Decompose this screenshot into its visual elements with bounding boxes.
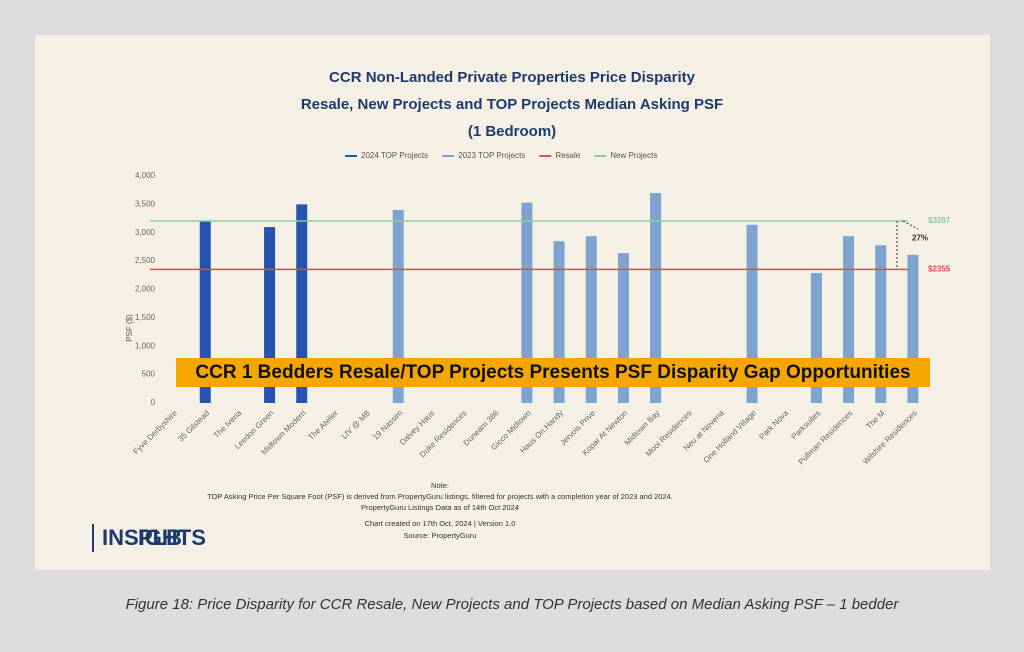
gap-annotation: 27% (912, 233, 928, 242)
bar (843, 236, 855, 403)
bar (875, 245, 887, 403)
legend-label: Resale (555, 151, 580, 160)
logo-left: PLB (138, 525, 182, 550)
note: Source: PropertyGuru (404, 531, 477, 540)
note: PropertyGuru Listings Data as of 14th Oc… (361, 503, 519, 512)
bar (392, 210, 404, 403)
y-tick-label: 500 (142, 370, 156, 379)
logo-right: INSIGHTS (102, 525, 206, 550)
reference-label: $2355 (928, 264, 951, 273)
legend-label: 2024 TOP Projects (361, 151, 428, 160)
note: Chart created on 17th Oct, 2024 | Versio… (365, 519, 516, 528)
y-tick-label: 1,500 (135, 313, 156, 322)
y-axis-label: PSF ($) (125, 314, 134, 342)
bar (264, 227, 276, 403)
bar (521, 202, 533, 403)
bar (617, 253, 629, 403)
bar (296, 204, 308, 403)
y-tick-label: 2,000 (135, 285, 156, 294)
banner: CCR 1 Bedders Resale/TOP Projects Presen… (195, 362, 910, 383)
y-tick-label: 0 (151, 398, 156, 407)
reference-label: $3207 (928, 216, 951, 225)
legend-label: New Projects (610, 151, 657, 160)
banner-bg (176, 358, 930, 387)
bar (810, 273, 822, 403)
bar (746, 224, 758, 403)
caption: Figure 18: Price Disparity for CCR Resal… (126, 596, 900, 613)
note: TOP Asking Price Per Square Foot (PSF) i… (207, 492, 673, 501)
gap-bracket (896, 220, 919, 270)
bar (907, 254, 919, 403)
chart-title: (1 Bedroom) (468, 123, 556, 140)
chart-title: Resale, New Projects and TOP Projects Me… (301, 96, 723, 113)
note: Note: (431, 481, 449, 490)
legend-label: 2023 TOP Projects (458, 151, 525, 160)
y-tick-label: 3,000 (135, 228, 156, 237)
bar (199, 221, 211, 403)
bar (585, 236, 597, 403)
y-tick-label: 3,500 (135, 199, 156, 208)
panel (35, 35, 990, 570)
y-tick-label: 1,000 (135, 341, 156, 350)
chart-title: CCR Non-Landed Private Properties Price … (329, 69, 696, 86)
bar (553, 241, 565, 403)
y-tick-label: 4,000 (135, 171, 156, 180)
bar (650, 193, 662, 403)
y-tick-label: 2,500 (135, 256, 156, 265)
